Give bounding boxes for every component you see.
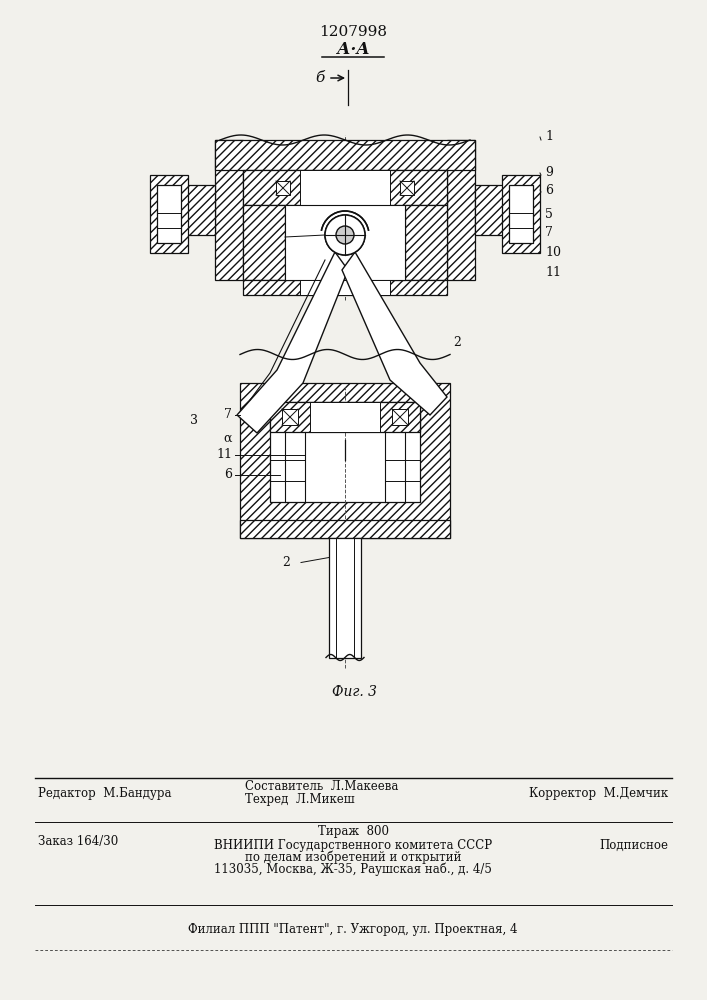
Text: 6: 6 [224, 468, 232, 482]
Text: 7: 7 [224, 408, 232, 422]
Text: Редактор  М.Бандура: Редактор М.Бандура [38, 786, 172, 800]
Bar [405, 205, 447, 280]
Text: 1: 1 [545, 130, 553, 143]
Circle shape [336, 226, 354, 244]
Bar [187, 185, 215, 235]
Text: б: б [315, 71, 325, 85]
Text: Фиг. 2: Фиг. 2 [363, 443, 408, 457]
Bar [400, 181, 414, 195]
Bar [282, 409, 298, 425]
Bar [300, 170, 390, 205]
Text: 8: 8 [270, 231, 278, 243]
Bar [215, 140, 243, 280]
Text: 1207998: 1207998 [319, 25, 387, 39]
Circle shape [325, 215, 365, 255]
Text: Филиал ППП "Патент", г. Ужгород, ул. Проектная, 4: Филиал ППП "Патент", г. Ужгород, ул. Про… [188, 924, 518, 936]
Text: 3: 3 [190, 414, 198, 426]
Bar [150, 175, 188, 253]
Text: 6: 6 [545, 184, 553, 196]
Text: 113035, Москва, Ж-35, Раушская наб., д. 4/5: 113035, Москва, Ж-35, Раушская наб., д. … [214, 862, 492, 876]
Circle shape [325, 215, 365, 255]
Bar [509, 185, 533, 243]
Bar [243, 170, 447, 205]
Bar [243, 280, 447, 295]
Text: по делам изобретений и открытий: по делам изобретений и открытий [245, 850, 461, 864]
Text: 10: 10 [545, 246, 561, 259]
Text: 7: 7 [545, 227, 553, 239]
Text: б: б [317, 443, 325, 457]
Text: Составитель  Л.Макеева: Составитель Л.Макеева [245, 780, 398, 794]
Bar [447, 140, 475, 280]
Bar [310, 402, 380, 432]
Circle shape [336, 226, 354, 244]
Bar [285, 205, 405, 280]
Polygon shape [237, 252, 348, 433]
Text: Тираж  800: Тираж 800 [317, 826, 389, 838]
Text: 5: 5 [545, 209, 553, 222]
Text: Техред  Л.Микеш: Техред Л.Микеш [245, 794, 355, 806]
Bar [392, 409, 408, 425]
Text: 2: 2 [282, 556, 290, 569]
Text: Заказ 164/30: Заказ 164/30 [38, 836, 118, 848]
Polygon shape [342, 252, 447, 415]
Bar [270, 402, 420, 432]
Text: ВНИИПИ Государственного комитета СССР: ВНИИПИ Государственного комитета СССР [214, 838, 492, 852]
Text: Фиг. 3: Фиг. 3 [332, 686, 378, 700]
Bar [240, 382, 450, 538]
Text: 9: 9 [545, 166, 553, 180]
Text: 11: 11 [545, 266, 561, 279]
Bar [243, 205, 285, 280]
Text: 2: 2 [453, 336, 461, 350]
Bar [215, 140, 475, 170]
Bar [502, 175, 540, 253]
Text: А·А: А·А [337, 41, 369, 58]
Bar [270, 402, 420, 502]
Bar [300, 280, 390, 295]
Text: Подписное: Подписное [599, 838, 668, 852]
Text: Корректор  М.Демчик: Корректор М.Демчик [529, 786, 668, 800]
Text: α: α [223, 432, 232, 444]
Text: Б-Б: Б-Б [335, 386, 370, 403]
Bar [240, 520, 450, 538]
Bar [276, 181, 290, 195]
Bar [157, 185, 181, 243]
Text: 11: 11 [216, 448, 232, 462]
Bar [475, 185, 503, 235]
Bar [329, 538, 361, 658]
